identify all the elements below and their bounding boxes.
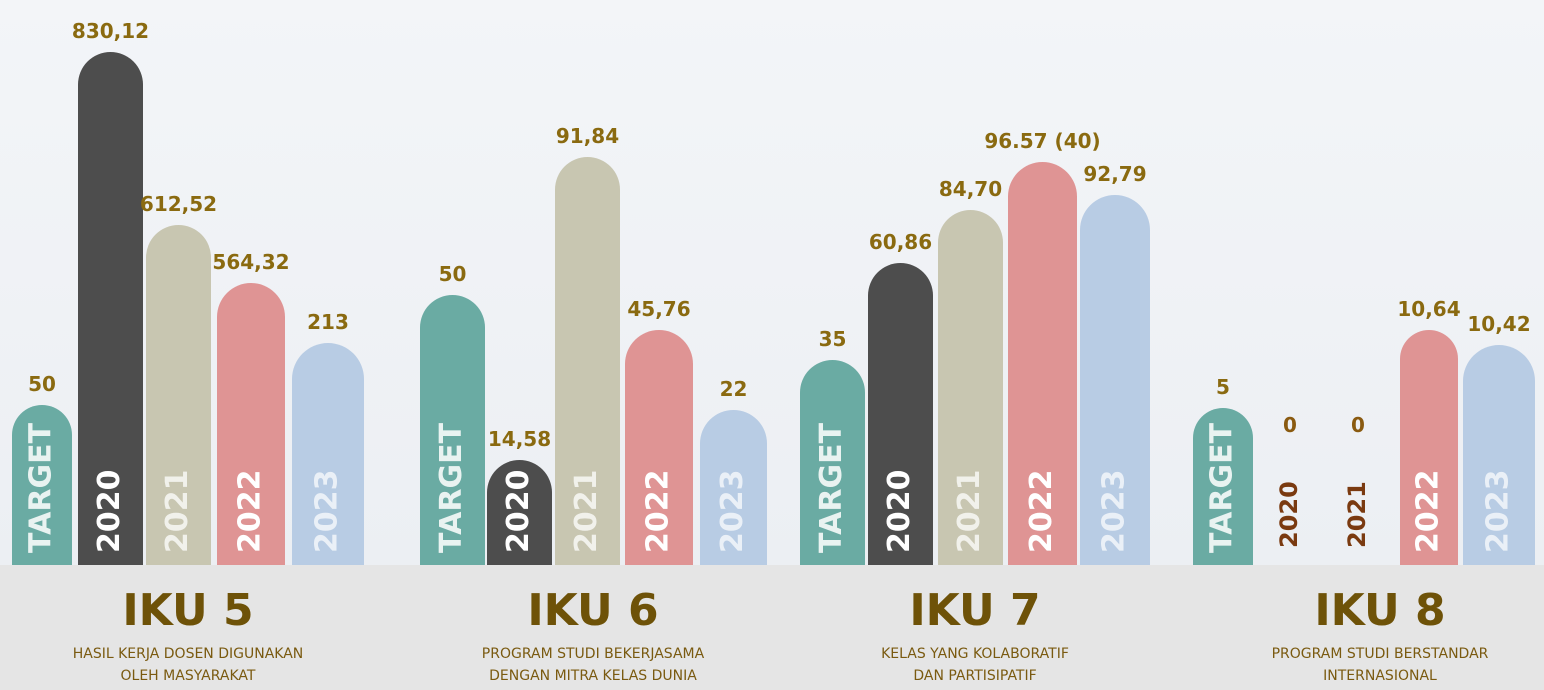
year-label: 2021 — [1343, 481, 1371, 548]
year-label: 2023 — [1481, 470, 1516, 554]
group-subtitle: PROGRAM STUDI BERSTANDAR — [1272, 646, 1489, 662]
bar — [420, 295, 485, 565]
value-label: 0 — [1351, 413, 1365, 437]
value-label: 60,86 — [869, 230, 932, 254]
bar — [1193, 408, 1253, 565]
value-label: 91,84 — [556, 124, 619, 148]
value-label: 22 — [720, 377, 748, 401]
year-label: 2020 — [882, 470, 917, 554]
bar — [487, 460, 552, 565]
year-label: 2022 — [1411, 470, 1446, 554]
bar — [217, 283, 285, 565]
group-title: IKU 7 — [909, 585, 1040, 636]
value-label: 612,52 — [140, 192, 217, 216]
year-label: 2021 — [569, 470, 604, 554]
group-subtitle: INTERNASIONAL — [1323, 668, 1437, 684]
value-label: 5 — [1216, 375, 1230, 399]
value-label: 0 — [1283, 413, 1297, 437]
group-subtitle: HASIL KERJA DOSEN DIGUNAKAN — [73, 646, 304, 662]
bar — [78, 51, 143, 565]
year-label: 2023 — [715, 470, 750, 554]
year-label: 2022 — [1024, 470, 1059, 554]
value-label: 10,64 — [1397, 297, 1460, 321]
value-label: 92,79 — [1083, 162, 1146, 186]
group-title: IKU 8 — [1314, 585, 1445, 636]
year-label: 2020 — [1275, 481, 1303, 548]
bar — [625, 330, 693, 565]
bar — [1008, 162, 1077, 566]
bar — [1080, 195, 1150, 565]
value-label: 50 — [28, 372, 56, 396]
bar — [12, 405, 72, 565]
value-label: 35 — [819, 327, 847, 351]
group-subtitle: PROGRAM STUDI BEKERJASAMA — [482, 646, 705, 662]
year-label: 2021 — [160, 470, 195, 554]
group-title: IKU 6 — [527, 585, 658, 636]
value-label: 45,76 — [627, 297, 690, 321]
year-label: 2023 — [310, 470, 345, 554]
value-label: 96.57 (40) — [984, 129, 1100, 153]
year-label: 2023 — [1097, 470, 1132, 554]
bar — [146, 225, 211, 565]
group-title: IKU 5 — [122, 585, 253, 636]
bar — [938, 210, 1003, 565]
year-label: 2022 — [233, 470, 268, 554]
year-label: TARGET — [1205, 422, 1240, 553]
bar — [800, 360, 865, 565]
footer-band — [0, 565, 1544, 690]
group-subtitle: OLEH MASYARAKAT — [121, 668, 256, 684]
group-subtitle: KELAS YANG KOLABORATIF — [881, 646, 1069, 662]
bar — [868, 263, 933, 565]
value-label: 564,32 — [212, 250, 289, 274]
group-subtitle: DAN PARTISIPATIF — [913, 668, 1036, 684]
bar — [700, 410, 767, 565]
value-label: 84,70 — [939, 177, 1002, 201]
bar — [555, 157, 620, 565]
value-label: 50 — [439, 262, 467, 286]
value-label: 213 — [307, 310, 349, 334]
year-label: TARGET — [24, 422, 59, 553]
year-label: 2022 — [641, 470, 676, 554]
year-label: 2021 — [952, 470, 987, 554]
year-label: TARGET — [814, 422, 849, 553]
group-subtitle: DENGAN MITRA KELAS DUNIA — [489, 668, 697, 684]
year-label: 2020 — [501, 470, 536, 554]
bar — [1463, 345, 1535, 565]
value-label: 14,58 — [488, 427, 551, 451]
bar — [292, 343, 364, 565]
bar — [1400, 330, 1458, 565]
year-label: TARGET — [434, 422, 469, 553]
value-label: 10,42 — [1467, 312, 1530, 336]
value-label: 830,12 — [72, 19, 149, 43]
year-label: 2020 — [92, 470, 127, 554]
